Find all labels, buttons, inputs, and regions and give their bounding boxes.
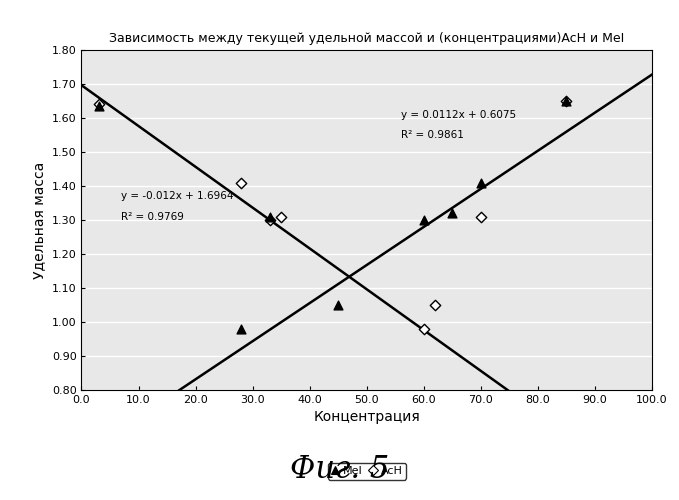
Title: Зависимость между текущей удельной массой и (концентрациями)AcH и MeI: Зависимость между текущей удельной массо…	[109, 32, 624, 44]
Text: R² = 0.9769: R² = 0.9769	[122, 212, 184, 222]
X-axis label: Концентрация: Концентрация	[313, 410, 420, 424]
Point	[236, 178, 246, 186]
Point	[418, 216, 429, 224]
Point	[430, 301, 441, 309]
Text: y = 0.0112x + 0.6075: y = 0.0112x + 0.6075	[401, 110, 516, 120]
Point	[276, 212, 287, 220]
Text: R² = 0.9861: R² = 0.9861	[401, 130, 464, 140]
Point	[236, 325, 246, 333]
Point	[447, 209, 458, 217]
Point	[93, 100, 104, 108]
Point	[561, 97, 572, 105]
Text: y = -0.012x + 1.6964: y = -0.012x + 1.6964	[122, 191, 234, 201]
Point	[333, 301, 344, 309]
Point	[93, 102, 104, 110]
Text: Фиг. 5: Фиг. 5	[290, 454, 389, 484]
Point	[264, 216, 275, 224]
Point	[561, 97, 572, 105]
Legend: MeI, AcH: MeI, AcH	[327, 463, 406, 479]
Point	[418, 325, 429, 333]
Point	[264, 212, 275, 220]
Point	[475, 178, 486, 186]
Point	[475, 212, 486, 220]
Y-axis label: Удельная масса: Удельная масса	[33, 162, 46, 278]
